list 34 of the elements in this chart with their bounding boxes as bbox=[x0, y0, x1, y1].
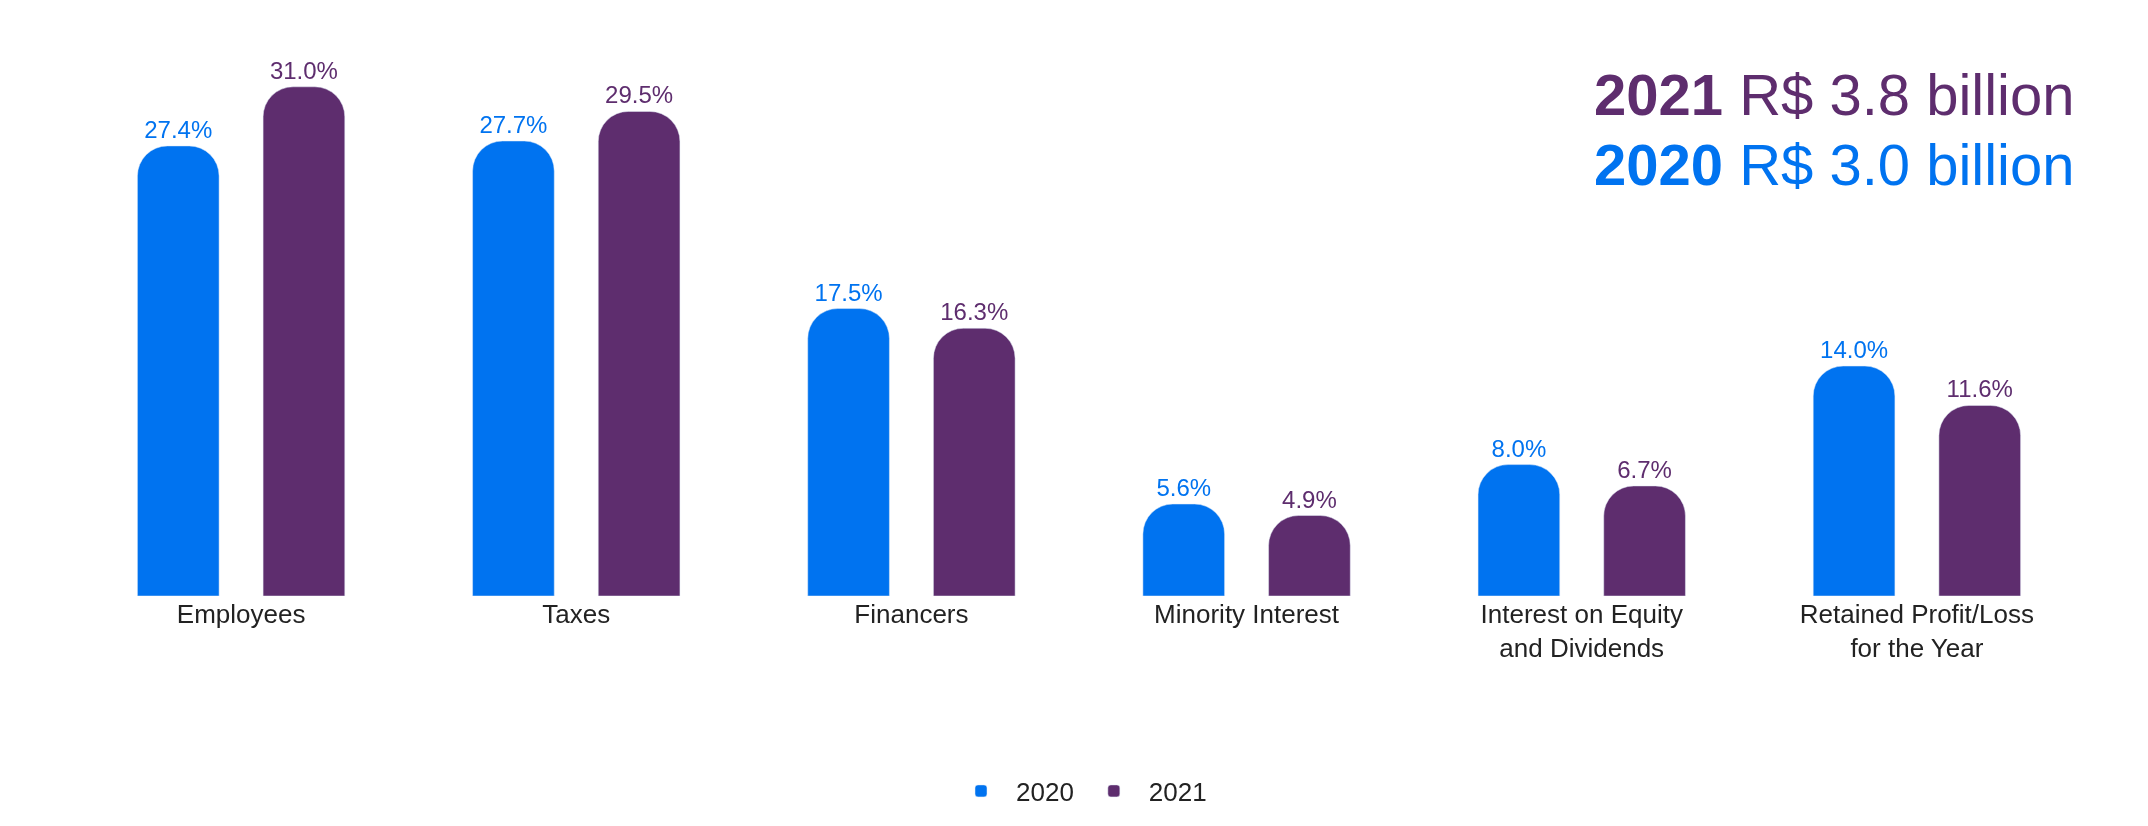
bar bbox=[1812, 365, 1896, 596]
x-tick-label: Minority Interest bbox=[1154, 599, 1340, 629]
bar bbox=[1603, 485, 1686, 596]
bar bbox=[1142, 503, 1225, 596]
x-tick-label: Taxes bbox=[542, 599, 611, 629]
bar bbox=[1938, 405, 2021, 596]
annotation: 2020 R$ 3.0 billion bbox=[1594, 132, 2075, 197]
bar bbox=[807, 308, 890, 596]
data-label: 11.6% bbox=[1946, 375, 2013, 403]
bar bbox=[933, 328, 1016, 596]
data-label: 4.9% bbox=[1282, 485, 1337, 513]
data-label: 14.0% bbox=[1820, 336, 1889, 364]
data-label: 16.3% bbox=[940, 298, 1009, 326]
data-label: 17.5% bbox=[814, 278, 883, 306]
data-label: 27.4% bbox=[144, 115, 213, 143]
bar bbox=[1477, 464, 1560, 596]
data-label: 5.6% bbox=[1156, 474, 1212, 502]
bar bbox=[1268, 515, 1351, 596]
bar bbox=[262, 86, 346, 596]
bar bbox=[137, 145, 220, 596]
annotation: 2021 R$ 3.8 billion bbox=[1594, 62, 2075, 127]
data-label: 27.7% bbox=[479, 111, 548, 139]
legend-label: 2021 bbox=[1148, 777, 1207, 808]
data-label: 6.7% bbox=[1617, 455, 1672, 483]
data-label: 29.5% bbox=[605, 81, 674, 109]
bar bbox=[472, 140, 555, 596]
x-tick-label: Employees bbox=[176, 599, 306, 629]
data-label: 31.0% bbox=[269, 56, 338, 84]
data-label: 8.0% bbox=[1491, 434, 1547, 462]
x-tick-label: Financers bbox=[854, 599, 969, 629]
x-tick-label: Interest on Equity and Dividends bbox=[1480, 599, 1683, 663]
bar bbox=[598, 111, 681, 596]
x-tick-label: Retained Profit/Loss for the Year bbox=[1799, 599, 2034, 663]
legend-label: 2020 bbox=[1016, 777, 1074, 808]
